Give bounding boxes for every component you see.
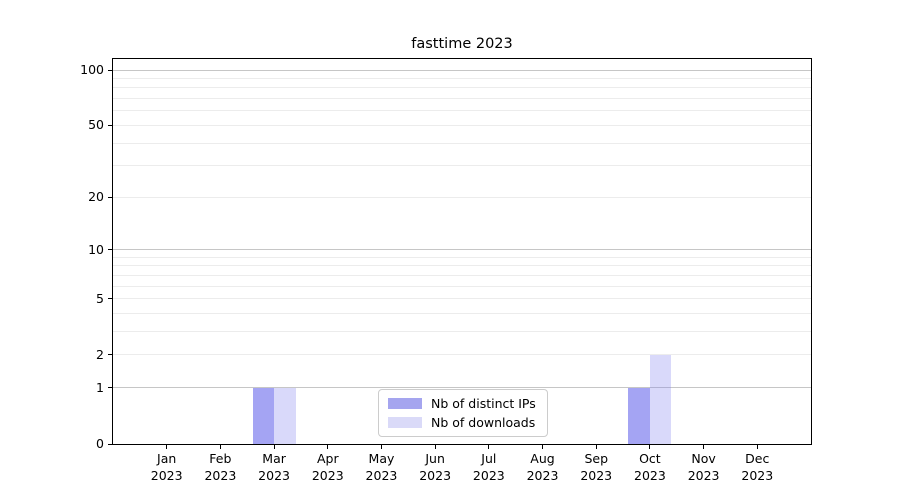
- y-tick-label: 5: [96, 290, 104, 306]
- x-tick-month: Feb: [209, 451, 232, 466]
- y-tick-label: 100: [80, 62, 104, 77]
- y-gridline-minor: [113, 274, 811, 276]
- x-tick-month: Dec: [745, 451, 770, 466]
- y-tick-label: 20: [88, 189, 104, 205]
- chart-title: fasttime 2023: [411, 36, 513, 52]
- x-tick-label: Jan 2023: [135, 450, 199, 484]
- y-gridline-major: [113, 69, 811, 71]
- x-tick: [595, 444, 597, 449]
- x-tick: [166, 444, 168, 449]
- x-tick-label: Oct 2023: [618, 450, 682, 484]
- y-gridline-minor: [113, 165, 811, 167]
- legend: Nb of distinct IPs Nb of downloads: [378, 389, 548, 437]
- y-gridline-minor: [113, 331, 811, 333]
- y-gridline-minor: [113, 98, 811, 100]
- x-tick-label: Jun 2023: [403, 450, 467, 484]
- y-tick: [108, 298, 113, 300]
- x-tick-label: Aug 2023: [511, 450, 575, 484]
- y-gridline-minor: [113, 298, 811, 300]
- y-gridline-minor: [113, 256, 811, 258]
- x-tick-month: Sep: [584, 451, 608, 466]
- x-tick-label: Mar 2023: [242, 450, 306, 484]
- y-tick: [108, 69, 113, 71]
- x-tick-month: Nov: [691, 451, 716, 466]
- y-tick-label: 0: [96, 436, 104, 451]
- x-tick: [703, 444, 705, 449]
- x-tick-label: Jul 2023: [457, 450, 521, 484]
- x-tick-label: May 2023: [349, 450, 413, 484]
- y-gridline-minor: [113, 354, 811, 356]
- y-gridline-minor: [113, 124, 811, 126]
- y-gridline-minor: [113, 110, 811, 112]
- x-tick: [488, 444, 490, 449]
- x-tick-label: Sep 2023: [564, 450, 628, 484]
- x-tick: [542, 444, 544, 449]
- x-tick-year: 2023: [687, 468, 720, 483]
- y-gridline-minor: [113, 265, 811, 267]
- y-tick: [108, 196, 113, 198]
- x-tick-label: Apr 2023: [296, 450, 360, 484]
- x-tick-label: Feb 2023: [188, 450, 252, 484]
- x-tick: [434, 444, 436, 449]
- x-tick-year: 2023: [365, 468, 398, 483]
- y-tick: [108, 249, 113, 251]
- y-gridline-major: [113, 387, 811, 389]
- plot-area: [113, 59, 811, 444]
- y-gridline-major: [113, 249, 811, 251]
- y-tick-label: 2: [96, 346, 104, 362]
- bar: [252, 387, 275, 444]
- x-tick-label: Nov 2023: [672, 450, 736, 484]
- x-tick-month: Mar: [262, 451, 286, 466]
- y-gridline-minor: [113, 77, 811, 79]
- x-tick-year: 2023: [419, 468, 452, 483]
- x-tick-year: 2023: [204, 468, 237, 483]
- legend-label: Nb of distinct IPs: [431, 395, 536, 411]
- x-tick-year: 2023: [741, 468, 774, 483]
- x-tick-month: Apr: [316, 451, 339, 466]
- x-tick: [756, 444, 758, 449]
- x-tick: [380, 444, 382, 449]
- x-tick-month: May: [368, 451, 395, 466]
- y-tick-label: 1: [96, 379, 104, 395]
- bar: [649, 354, 672, 444]
- x-tick-year: 2023: [258, 468, 290, 483]
- x-tick: [219, 444, 221, 449]
- x-tick-year: 2023: [526, 468, 559, 483]
- y-gridline-minor: [113, 285, 811, 287]
- legend-item: Nb of downloads: [388, 415, 538, 431]
- y-tick: [108, 443, 113, 445]
- y-tick-label: 10: [88, 241, 104, 257]
- x-tick-year: 2023: [311, 468, 344, 483]
- x-tick-month: Jan: [157, 451, 177, 466]
- y-tick-label: 50: [88, 117, 104, 133]
- x-tick-year: 2023: [150, 468, 183, 483]
- y-tick: [108, 124, 113, 126]
- x-tick-year: 2023: [472, 468, 505, 483]
- x-tick: [327, 444, 329, 449]
- legend-swatch: [388, 398, 422, 409]
- x-tick-label: Dec 2023: [725, 450, 789, 484]
- x-tick: [273, 444, 275, 449]
- bar: [274, 387, 296, 444]
- x-tick: [649, 444, 651, 449]
- x-tick-month: Aug: [530, 451, 555, 466]
- y-gridline-minor: [113, 313, 811, 315]
- x-tick-year: 2023: [634, 468, 666, 483]
- legend-label: Nb of downloads: [431, 414, 536, 430]
- legend-swatch: [388, 417, 422, 428]
- y-gridline-minor: [113, 87, 811, 89]
- y-gridline-minor: [113, 196, 811, 198]
- x-tick-month: Jul: [481, 451, 497, 466]
- x-tick-year: 2023: [580, 468, 613, 483]
- x-tick-month: Oct: [639, 451, 661, 466]
- y-tick: [108, 354, 113, 356]
- y-gridline-minor: [113, 142, 811, 144]
- bar: [628, 387, 650, 444]
- x-tick-month: Jun: [425, 451, 445, 466]
- y-tick: [108, 387, 113, 389]
- legend-item: Nb of distinct IPs: [388, 396, 538, 412]
